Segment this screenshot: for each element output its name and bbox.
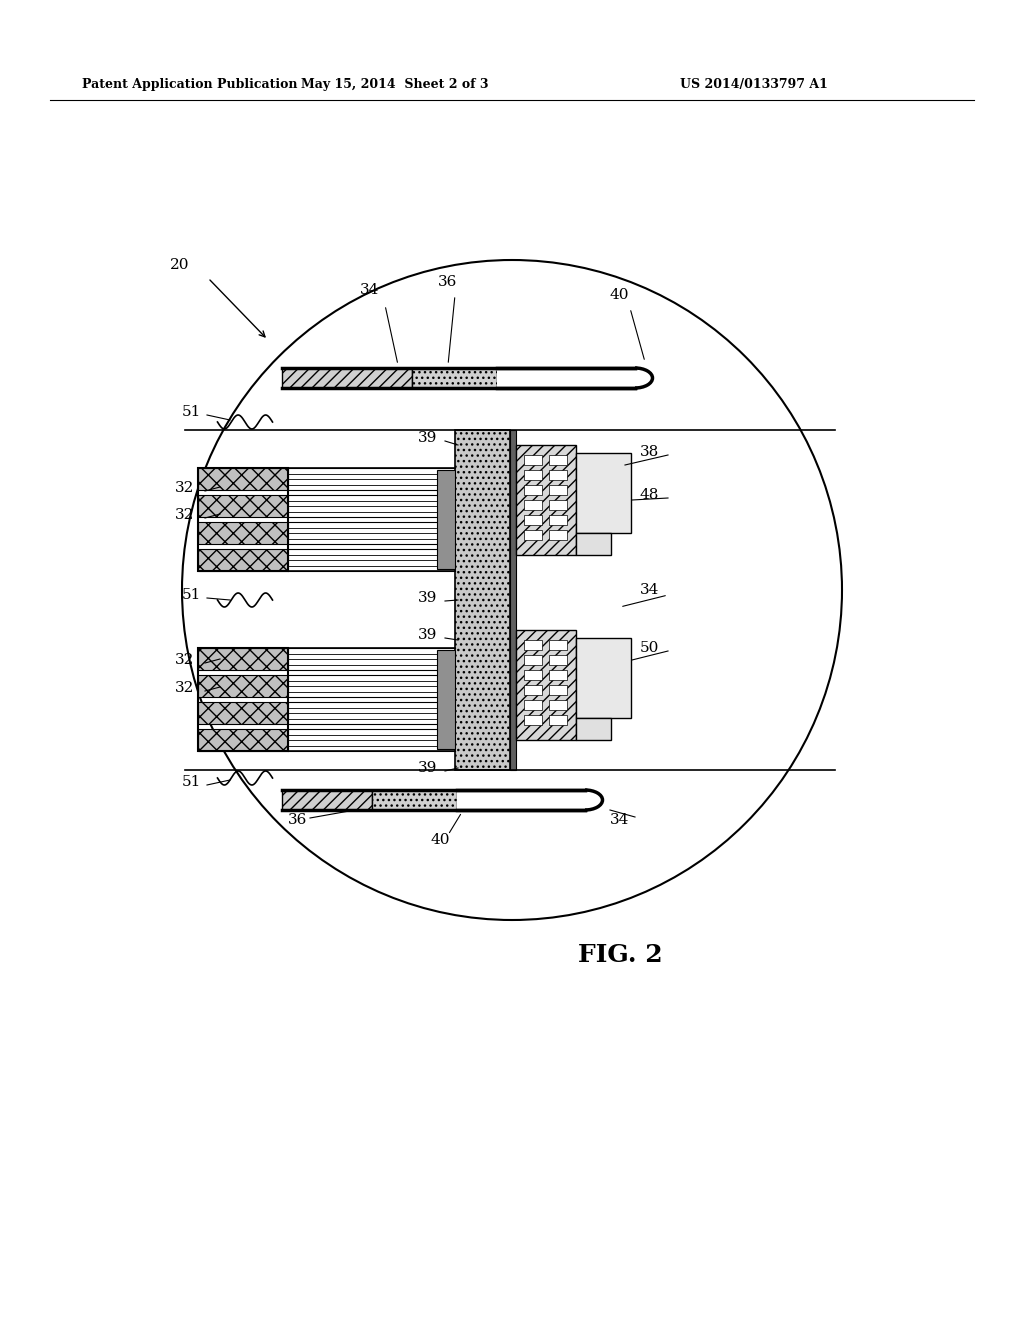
Text: May 15, 2014  Sheet 2 of 3: May 15, 2014 Sheet 2 of 3 <box>301 78 488 91</box>
Bar <box>524 685 542 696</box>
Text: 34: 34 <box>360 282 380 297</box>
Bar <box>198 495 288 517</box>
Bar <box>282 788 620 812</box>
Bar <box>198 675 288 697</box>
Bar <box>516 445 575 554</box>
Text: 51: 51 <box>182 405 202 418</box>
Bar <box>282 368 412 388</box>
Text: 39: 39 <box>418 591 437 605</box>
Bar <box>524 671 542 680</box>
Text: 36: 36 <box>438 275 458 289</box>
Bar <box>549 700 567 710</box>
Text: 32: 32 <box>175 653 195 667</box>
Bar <box>524 700 542 710</box>
Bar <box>549 685 567 696</box>
Bar <box>549 640 567 649</box>
Text: 34: 34 <box>610 813 630 828</box>
Text: 36: 36 <box>288 813 307 828</box>
Bar <box>549 671 567 680</box>
Bar <box>575 533 611 554</box>
Text: FIG. 2: FIG. 2 <box>578 942 663 968</box>
Bar <box>524 500 542 510</box>
Bar <box>549 515 567 525</box>
Bar <box>524 455 542 465</box>
Bar <box>198 469 288 490</box>
Text: 39: 39 <box>418 628 437 642</box>
Bar <box>198 648 288 671</box>
Bar <box>524 470 542 480</box>
Text: 50: 50 <box>640 642 659 655</box>
Text: 48: 48 <box>640 488 659 502</box>
Text: 20: 20 <box>170 257 189 272</box>
Bar <box>524 531 542 540</box>
Bar <box>524 655 542 665</box>
Bar <box>412 368 497 388</box>
Text: 32: 32 <box>175 480 195 495</box>
Bar <box>282 789 372 810</box>
Bar <box>198 549 288 572</box>
Text: US 2014/0133797 A1: US 2014/0133797 A1 <box>680 78 827 91</box>
Bar <box>549 531 567 540</box>
Text: 39: 39 <box>418 432 437 445</box>
Text: 39: 39 <box>418 762 437 775</box>
Bar <box>575 453 631 533</box>
Bar <box>198 648 288 751</box>
Text: 34: 34 <box>640 583 659 597</box>
Bar <box>524 484 542 495</box>
Bar <box>437 470 455 569</box>
Bar <box>198 469 288 572</box>
Text: Patent Application Publication: Patent Application Publication <box>82 78 298 91</box>
Text: 40: 40 <box>430 833 450 847</box>
Bar <box>516 630 575 741</box>
Bar <box>549 470 567 480</box>
Bar <box>510 430 516 770</box>
Bar <box>198 521 288 544</box>
Bar <box>549 455 567 465</box>
Text: 32: 32 <box>175 508 195 521</box>
Bar <box>457 789 585 810</box>
Bar <box>437 649 455 748</box>
Bar <box>198 729 288 751</box>
Bar <box>282 366 670 389</box>
Bar <box>549 500 567 510</box>
Text: 51: 51 <box>182 775 202 789</box>
Bar <box>497 368 635 388</box>
Text: 40: 40 <box>610 288 630 302</box>
Text: 51: 51 <box>182 587 202 602</box>
Bar <box>549 484 567 495</box>
Text: 38: 38 <box>640 445 659 459</box>
Bar <box>524 515 542 525</box>
Bar <box>549 655 567 665</box>
Bar <box>198 702 288 723</box>
Text: 32: 32 <box>175 681 195 696</box>
Bar <box>524 715 542 725</box>
Bar <box>549 715 567 725</box>
Bar <box>575 638 631 718</box>
Bar <box>372 789 457 810</box>
Bar <box>524 640 542 649</box>
Bar <box>575 718 611 741</box>
Bar <box>455 430 510 770</box>
